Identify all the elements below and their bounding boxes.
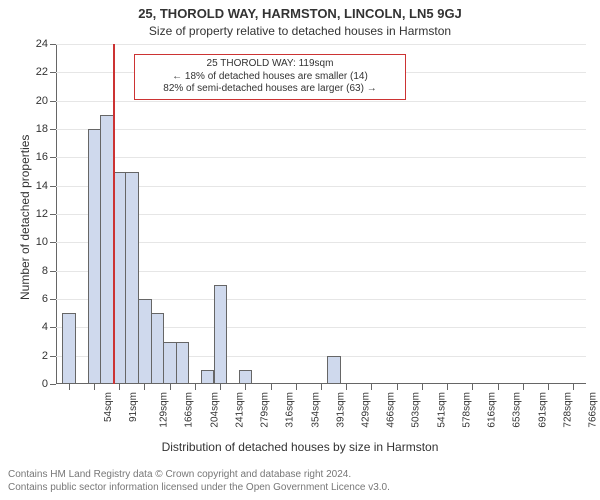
- x-tick-label: 241sqm: [234, 392, 245, 428]
- grid-line: [56, 129, 586, 130]
- x-tick: [119, 384, 120, 390]
- x-tick-label: 691sqm: [537, 392, 548, 428]
- y-tick-label: 20: [18, 95, 48, 107]
- y-tick-label: 22: [18, 66, 48, 78]
- y-tick-label: 6: [18, 293, 48, 305]
- y-tick: [50, 214, 56, 215]
- x-tick-label: 204sqm: [209, 392, 220, 428]
- x-tick-label: 616sqm: [487, 392, 498, 428]
- x-tick: [422, 384, 423, 390]
- footer-line1: Contains HM Land Registry data © Crown c…: [8, 469, 351, 480]
- x-tick: [472, 384, 473, 390]
- x-tick-label: 541sqm: [436, 392, 447, 428]
- y-tick-label: 24: [18, 38, 48, 50]
- info-line1: 25 THOROLD WAY: 119sqm: [141, 58, 399, 71]
- y-tick: [50, 299, 56, 300]
- grid-line: [56, 101, 586, 102]
- footer-attribution: Contains HM Land Registry data © Crown c…: [8, 468, 592, 494]
- histogram-bar: [239, 370, 252, 384]
- x-tick: [220, 384, 221, 390]
- x-tick: [271, 384, 272, 390]
- title-sub: Size of property relative to detached ho…: [0, 24, 600, 38]
- title-main: 25, THOROLD WAY, HARMSTON, LINCOLN, LN5 …: [0, 6, 600, 21]
- x-tick: [321, 384, 322, 390]
- x-tick-label: 429sqm: [361, 392, 372, 428]
- x-tick: [447, 384, 448, 390]
- x-tick-label: 728sqm: [562, 392, 573, 428]
- plot: 25 THOROLD WAY: 119sqm← 18% of detached …: [56, 44, 586, 384]
- chart-container: 25, THOROLD WAY, HARMSTON, LINCOLN, LN5 …: [0, 0, 600, 500]
- x-tick: [371, 384, 372, 390]
- histogram-bar: [125, 172, 138, 385]
- x-tick-label: 54sqm: [103, 392, 114, 422]
- x-tick: [94, 384, 95, 390]
- y-tick: [50, 384, 56, 385]
- plot-area: 25 THOROLD WAY: 119sqm← 18% of detached …: [56, 44, 586, 384]
- x-tick: [195, 384, 196, 390]
- y-tick-label: 10: [18, 236, 48, 248]
- y-tick: [50, 327, 56, 328]
- y-tick: [50, 242, 56, 243]
- reference-line: [113, 44, 115, 384]
- y-tick-label: 14: [18, 180, 48, 192]
- x-tick: [296, 384, 297, 390]
- grid-line: [56, 157, 586, 158]
- x-tick-label: 391sqm: [335, 392, 346, 428]
- x-tick: [245, 384, 246, 390]
- info-line3: 82% of semi-detached houses are larger (…: [141, 83, 399, 96]
- histogram-bar: [88, 129, 101, 384]
- histogram-bar: [163, 342, 176, 385]
- histogram-bar: [214, 285, 227, 384]
- x-tick: [170, 384, 171, 390]
- y-tick: [50, 101, 56, 102]
- x-tick: [397, 384, 398, 390]
- y-tick: [50, 356, 56, 357]
- y-tick-label: 2: [18, 350, 48, 362]
- grid-line: [56, 44, 586, 45]
- x-tick-label: 466sqm: [386, 392, 397, 428]
- y-tick: [50, 129, 56, 130]
- x-tick-label: 354sqm: [310, 392, 321, 428]
- x-tick-label: 766sqm: [588, 392, 599, 428]
- x-tick-label: 129sqm: [159, 392, 170, 428]
- y-tick: [50, 271, 56, 272]
- x-tick: [69, 384, 70, 390]
- histogram-bar: [176, 342, 189, 385]
- y-tick-label: 8: [18, 265, 48, 277]
- y-tick-label: 12: [18, 208, 48, 220]
- footer-line2: Contains public sector information licen…: [8, 482, 390, 493]
- x-tick-label: 503sqm: [411, 392, 422, 428]
- y-tick: [50, 72, 56, 73]
- x-tick: [498, 384, 499, 390]
- x-tick: [548, 384, 549, 390]
- x-tick-label: 653sqm: [512, 392, 523, 428]
- y-tick: [50, 186, 56, 187]
- y-tick-label: 18: [18, 123, 48, 135]
- x-tick-label: 578sqm: [461, 392, 472, 428]
- x-tick: [346, 384, 347, 390]
- y-tick-label: 16: [18, 151, 48, 163]
- histogram-bar: [138, 299, 151, 384]
- x-tick-label: 279sqm: [260, 392, 271, 428]
- histogram-bar: [201, 370, 214, 384]
- y-tick: [50, 44, 56, 45]
- histogram-bar: [327, 356, 340, 384]
- histogram-bar: [62, 313, 75, 384]
- x-tick-label: 316sqm: [285, 392, 296, 428]
- x-axis-label: Distribution of detached houses by size …: [0, 440, 600, 454]
- y-tick-label: 0: [18, 378, 48, 390]
- x-tick-label: 91sqm: [128, 392, 139, 422]
- x-tick-label: 166sqm: [184, 392, 195, 428]
- x-tick: [573, 384, 574, 390]
- info-line2: ← 18% of detached houses are smaller (14…: [141, 71, 399, 84]
- y-tick-label: 4: [18, 321, 48, 333]
- info-box: 25 THOROLD WAY: 119sqm← 18% of detached …: [134, 54, 406, 100]
- x-tick: [144, 384, 145, 390]
- y-tick: [50, 157, 56, 158]
- x-tick: [523, 384, 524, 390]
